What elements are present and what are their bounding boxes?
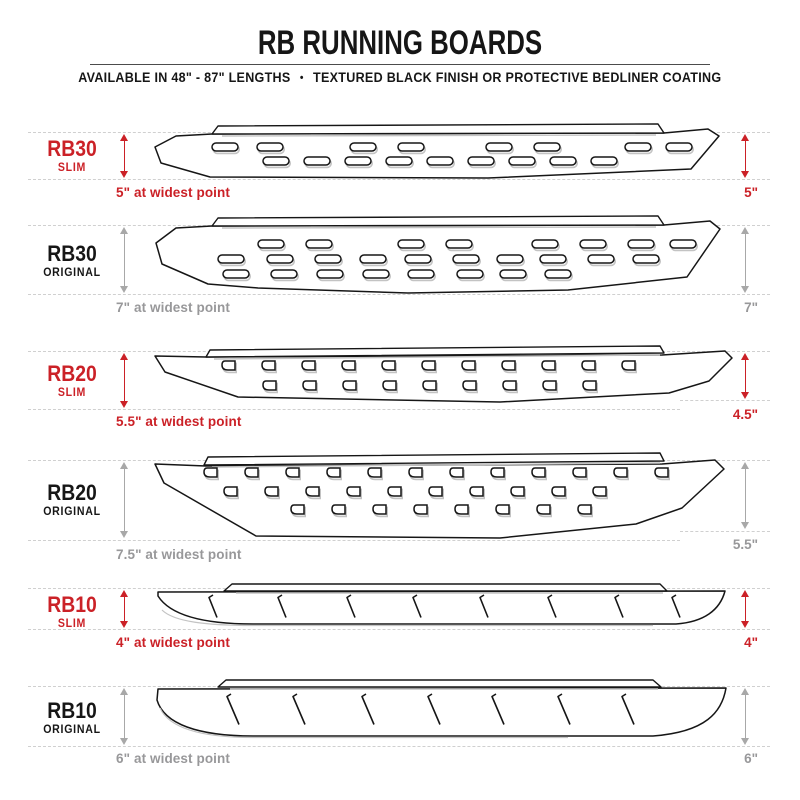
board-drawing-rb10-original [148, 678, 733, 747]
dashed-line-bottom [28, 179, 770, 180]
widest-point-label: 4" at widest point [116, 635, 230, 650]
variant-name: ORIGINAL [43, 506, 101, 518]
height-value: 6" [744, 751, 758, 766]
height-value: 5.5" [732, 537, 758, 552]
dashed-line-bottom [28, 294, 770, 295]
model-name: RB10 [47, 592, 97, 617]
dimension-arrow-left [119, 688, 130, 745]
dimension-arrow-left [119, 462, 130, 538]
model-label-rb30-original: RB30 ORIGINAL [18, 243, 126, 280]
board-drawing-rb20-slim [148, 344, 733, 410]
model-label-rb10-slim: RB10 SLIM [18, 594, 126, 631]
dimension-arrow-left [119, 134, 130, 178]
dimension-arrow-right [740, 227, 751, 293]
model-name: RB10 [47, 698, 97, 723]
widest-point-label: 7.5" at widest point [116, 547, 242, 562]
widest-point-label: 6" at widest point [116, 751, 230, 766]
dashed-line-bottom [28, 540, 680, 541]
model-label-rb20-original: RB20 ORIGINAL [18, 482, 126, 519]
widest-point-label: 7" at widest point [116, 300, 230, 315]
dashed-line-bottom [28, 409, 680, 410]
bullet-separator: • [300, 72, 304, 84]
model-label-rb20-slim: RB20 SLIM [18, 363, 126, 400]
dimension-arrow-right [740, 590, 751, 628]
height-value: 4" [744, 635, 758, 650]
dashed-line-bottom [28, 629, 770, 630]
variant-name: ORIGINAL [43, 724, 101, 736]
model-label-rb30-slim: RB30 SLIM [18, 138, 126, 175]
dashed-line-right-segment [680, 531, 770, 532]
dimension-arrow-left [119, 590, 130, 628]
subtitle: AVAILABLE IN 48" - 87" LENGTHS • TEXTURED … [0, 70, 800, 85]
variant-name: SLIM [57, 387, 87, 399]
dashed-line-right-segment [680, 400, 770, 401]
board-drawing-rb30-original [148, 215, 733, 296]
subtitle-lengths: AVAILABLE IN 48" - 87" LENGTHS [78, 70, 291, 85]
variant-name: ORIGINAL [43, 267, 101, 279]
model-label-rb10-original: RB10 ORIGINAL [18, 700, 126, 737]
dashed-line-bottom [28, 746, 770, 747]
board-drawing-rb30-slim [148, 122, 733, 181]
widest-point-label: 5" at widest point [116, 185, 230, 200]
model-name: RB30 [47, 241, 97, 266]
board-drawing-rb10-slim [148, 582, 733, 630]
dimension-arrow-left [119, 227, 130, 293]
dimension-arrow-left [119, 353, 130, 408]
title-divider [90, 64, 710, 65]
model-name: RB30 [47, 136, 97, 161]
board-drawing-rb20-original [148, 452, 733, 544]
height-value: 5" [744, 185, 758, 200]
model-name: RB20 [47, 480, 97, 505]
variant-name: SLIM [57, 618, 87, 630]
widest-point-label: 5.5" at widest point [116, 414, 242, 429]
page-title: RB RUNNING BOARDS [257, 24, 543, 62]
dimension-arrow-right [740, 688, 751, 745]
model-name: RB20 [47, 361, 97, 386]
height-value: 4.5" [732, 407, 758, 422]
variant-name: SLIM [57, 162, 87, 174]
dimension-arrow-right [740, 462, 751, 529]
subtitle-finish: TEXTURED BLACK FINISH OR PROTECTIVE BEDL… [313, 70, 722, 85]
height-value: 7" [744, 300, 758, 315]
dimension-arrow-right [740, 134, 751, 178]
dimension-arrow-right [740, 353, 751, 399]
